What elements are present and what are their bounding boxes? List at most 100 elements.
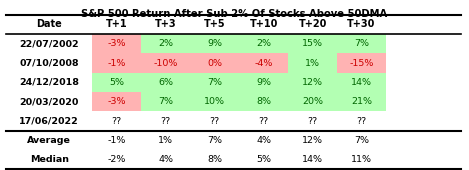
Text: 12%: 12%: [302, 136, 323, 145]
Bar: [141, 131, 190, 150]
Bar: [141, 112, 190, 131]
Bar: [141, 15, 190, 34]
Bar: [190, 15, 239, 34]
Text: 7%: 7%: [158, 97, 173, 106]
Bar: [6, 112, 92, 131]
Bar: [92, 112, 141, 131]
Text: 15%: 15%: [302, 39, 323, 48]
Text: 14%: 14%: [302, 155, 323, 164]
Text: T+30: T+30: [348, 20, 376, 29]
Bar: [239, 34, 288, 54]
Bar: [239, 131, 288, 150]
Bar: [92, 34, 141, 54]
Text: ??: ??: [308, 117, 318, 126]
Bar: [6, 15, 92, 34]
Bar: [92, 92, 141, 112]
Bar: [239, 150, 288, 169]
Bar: [239, 112, 288, 131]
Bar: [6, 131, 92, 150]
Bar: [190, 92, 239, 112]
Text: Median: Median: [30, 155, 68, 164]
Bar: [288, 92, 337, 112]
Text: 2%: 2%: [158, 39, 173, 48]
Text: 0%: 0%: [207, 59, 222, 68]
Bar: [337, 73, 386, 92]
Text: 20%: 20%: [302, 97, 323, 106]
Text: 6%: 6%: [158, 78, 173, 87]
Bar: [6, 54, 92, 73]
Bar: [6, 34, 92, 54]
Bar: [288, 73, 337, 92]
Text: 4%: 4%: [158, 155, 173, 164]
Text: T+3: T+3: [155, 20, 176, 29]
Text: 7%: 7%: [354, 136, 369, 145]
Text: 12%: 12%: [302, 78, 323, 87]
Text: Average: Average: [27, 136, 71, 145]
Bar: [190, 73, 239, 92]
Text: 5%: 5%: [109, 78, 124, 87]
Text: 22/07/2002: 22/07/2002: [19, 39, 79, 48]
Bar: [190, 34, 239, 54]
Bar: [337, 15, 386, 34]
Bar: [288, 131, 337, 150]
Bar: [190, 54, 239, 73]
Bar: [141, 73, 190, 92]
Bar: [337, 112, 386, 131]
Text: -4%: -4%: [255, 59, 273, 68]
Text: -3%: -3%: [107, 97, 126, 106]
Bar: [141, 54, 190, 73]
Text: 5%: 5%: [256, 155, 271, 164]
Text: 8%: 8%: [256, 97, 271, 106]
Text: -1%: -1%: [107, 136, 126, 145]
Text: ??: ??: [210, 117, 220, 126]
Text: 1%: 1%: [158, 136, 173, 145]
Text: 21%: 21%: [351, 97, 372, 106]
Text: ??: ??: [258, 117, 269, 126]
Text: -10%: -10%: [153, 59, 178, 68]
Bar: [92, 54, 141, 73]
Bar: [141, 92, 190, 112]
Text: 07/10/2008: 07/10/2008: [19, 59, 79, 68]
Text: 7%: 7%: [354, 39, 369, 48]
Text: 9%: 9%: [256, 78, 271, 87]
Text: -3%: -3%: [107, 39, 126, 48]
Bar: [288, 112, 337, 131]
Bar: [239, 54, 288, 73]
Text: -2%: -2%: [107, 155, 126, 164]
Bar: [288, 54, 337, 73]
Text: 7%: 7%: [207, 136, 222, 145]
Bar: [92, 150, 141, 169]
Text: 11%: 11%: [351, 155, 372, 164]
Text: 14%: 14%: [351, 78, 372, 87]
Text: 10%: 10%: [204, 97, 225, 106]
Text: 24/12/2018: 24/12/2018: [19, 78, 79, 87]
Bar: [92, 15, 141, 34]
Bar: [92, 131, 141, 150]
Bar: [288, 15, 337, 34]
Text: 2%: 2%: [256, 39, 271, 48]
Text: Date: Date: [36, 20, 62, 29]
Bar: [6, 150, 92, 169]
Text: 4%: 4%: [256, 136, 271, 145]
Bar: [337, 92, 386, 112]
Bar: [337, 131, 386, 150]
Bar: [190, 112, 239, 131]
Text: -1%: -1%: [107, 59, 126, 68]
Bar: [239, 92, 288, 112]
Text: 7%: 7%: [207, 78, 222, 87]
Text: T+10: T+10: [250, 20, 278, 29]
Bar: [239, 73, 288, 92]
Text: T+5: T+5: [204, 20, 226, 29]
Text: ??: ??: [112, 117, 122, 126]
Bar: [337, 150, 386, 169]
Bar: [337, 54, 386, 73]
Text: 17/06/2022: 17/06/2022: [19, 117, 79, 126]
Bar: [337, 34, 386, 54]
Bar: [190, 150, 239, 169]
Bar: [288, 150, 337, 169]
Text: S&P 500 Return After Sub 2% Of Stocks Above 50DMA: S&P 500 Return After Sub 2% Of Stocks Ab…: [82, 9, 387, 19]
Text: T+1: T+1: [106, 20, 128, 29]
Text: 9%: 9%: [207, 39, 222, 48]
Text: ??: ??: [356, 117, 367, 126]
Bar: [141, 150, 190, 169]
